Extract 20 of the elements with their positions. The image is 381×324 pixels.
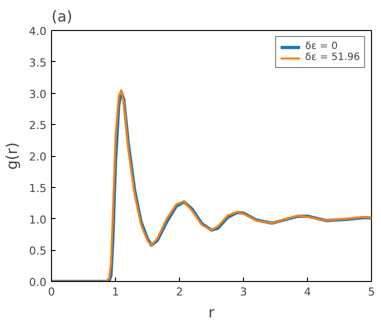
y-tick-label: 4.0 (29, 25, 47, 38)
y-tick-label: 3.0 (29, 88, 47, 101)
x-tick-label: 0 (48, 286, 55, 298)
y-tick-label: 1.5 (29, 182, 47, 195)
y-tick-label: 3.5 (29, 56, 47, 70)
y-tick-label: 2.5 (29, 119, 47, 132)
x-tick-label: 3 (240, 286, 247, 298)
x-axis-title: r (208, 304, 216, 322)
y-tick-label: 2.0 (29, 150, 47, 164)
chart-title: (a) (52, 8, 72, 26)
y-axis-title: g(r) (3, 142, 22, 170)
legend-label: δε = 51.96 (305, 52, 360, 63)
x-tick-label: 2 (176, 286, 183, 298)
y-tick-label: 0.5 (29, 244, 47, 258)
x-tick-label: 1 (112, 286, 119, 298)
x-tick-label: 5 (368, 286, 375, 298)
x-tick-label: 4 (304, 286, 311, 298)
y-tick-label: 1.0 (29, 213, 47, 226)
legend-label: δε = 0 (305, 41, 338, 52)
y-tick-label: 0.0 (29, 276, 47, 289)
